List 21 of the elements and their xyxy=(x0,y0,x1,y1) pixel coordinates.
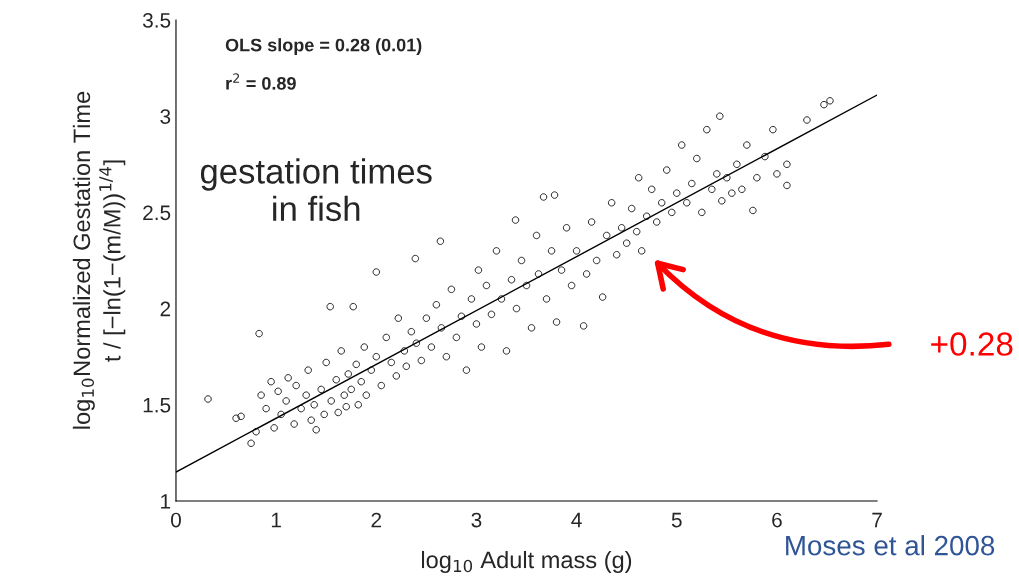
x-tick-label: 2 xyxy=(371,512,382,528)
x-tick-label: 7 xyxy=(872,512,882,528)
y-tick-label: 1.5 xyxy=(143,398,171,413)
text: Moses et al 2008 xyxy=(786,535,995,556)
annotation: r$^{2}$ = 0.89 xyxy=(226,73,296,90)
y-tick-label: 2.5 xyxy=(143,205,171,221)
x-tick-label: 3 xyxy=(471,512,482,528)
y-tick-label: 3 xyxy=(160,109,171,124)
x-tick-label: 0 xyxy=(171,512,181,528)
y-tick-label: 3.5 xyxy=(142,12,171,28)
y-tick-label: 1 xyxy=(161,494,171,509)
x-tick-label: 6 xyxy=(772,512,782,528)
x-tick-label: 4 xyxy=(571,512,582,528)
annotation: gestation times in fish xyxy=(200,158,432,222)
x-tick-label: 1 xyxy=(271,512,281,528)
annotation: OLS slope = 0.28 (0.01) xyxy=(225,38,422,55)
y-axis-title: log$_{10}$Normalized Gestation Time t / [−ln(1−(m/M))$^{1/4}$] xyxy=(72,91,126,429)
y-tick-label: 2 xyxy=(160,301,171,317)
x-axis-title: log$_{10}$ Adult mass (g) xyxy=(421,550,632,573)
text: +0.28 xyxy=(931,332,1013,356)
x-tick-label: 5 xyxy=(671,512,682,528)
